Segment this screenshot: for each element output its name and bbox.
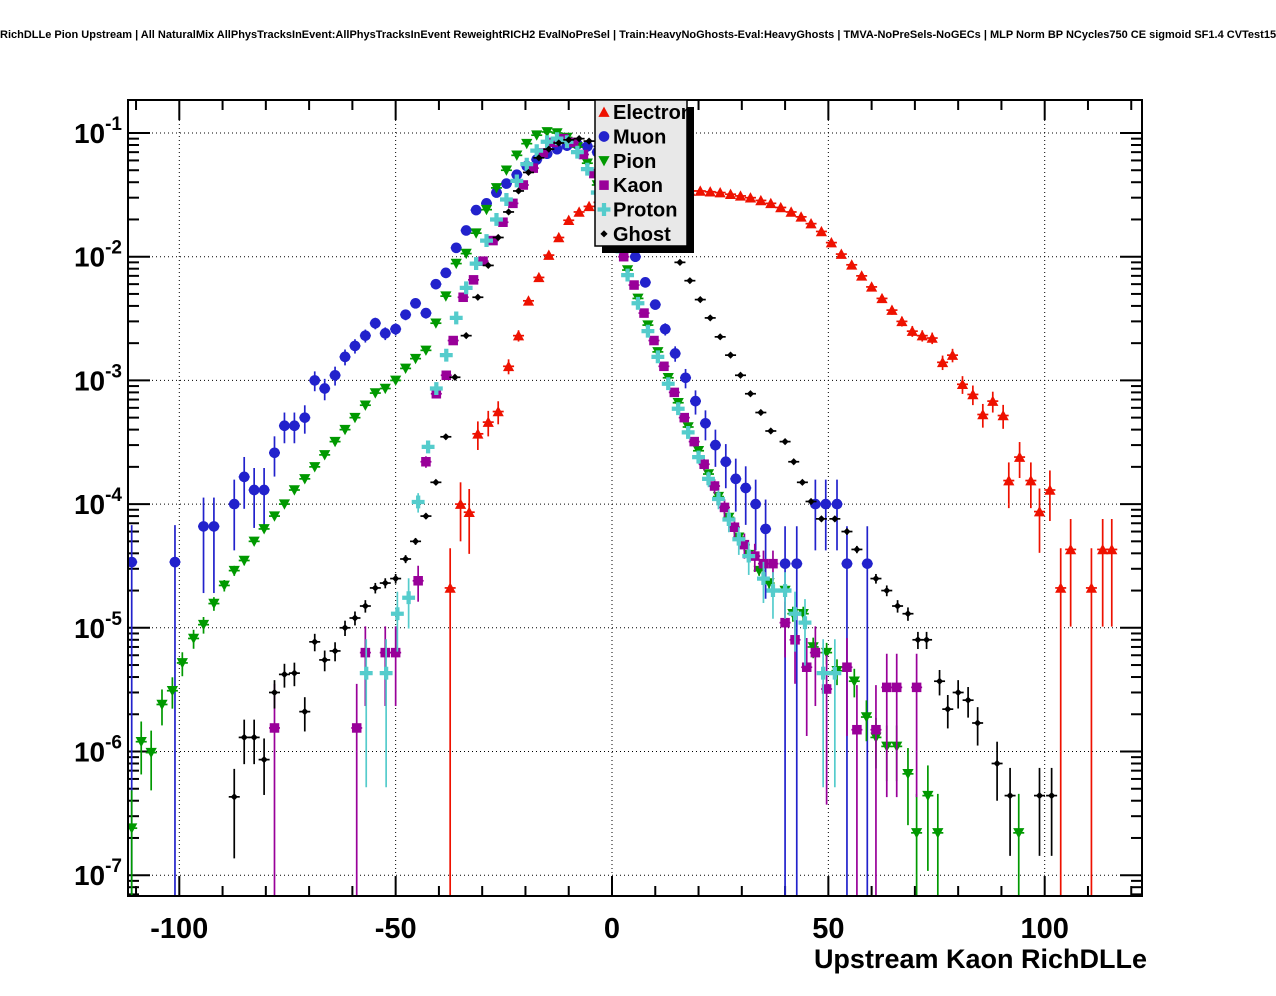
legend-item-kaon: Kaon <box>599 175 663 197</box>
legend-item-pion: Pion <box>598 151 656 173</box>
svg-text:-50: -50 <box>375 913 417 945</box>
svg-text:10-2: 10-2 <box>74 238 122 273</box>
x-axis-tick-labels: -100 -50 0 50 100 <box>150 913 1069 945</box>
series-muon <box>128 139 873 896</box>
svg-text:-100: -100 <box>150 913 208 945</box>
svg-text:10-4: 10-4 <box>74 485 122 520</box>
svg-text:10-6: 10-6 <box>74 733 122 768</box>
legend-label: Pion <box>613 151 656 173</box>
legend-label: Ghost <box>613 224 671 246</box>
legend-item-proton: Proton <box>597 200 677 222</box>
plot-area <box>128 127 1118 896</box>
svg-text:0: 0 <box>604 913 620 945</box>
axis-ticks <box>128 100 1142 896</box>
svg-text:100: 100 <box>1021 913 1069 945</box>
svg-text:10-7: 10-7 <box>74 856 122 891</box>
gridlines <box>128 100 1142 896</box>
legend-item-ghost: Ghost <box>600 224 671 246</box>
svg-text:50: 50 <box>812 913 844 945</box>
series-kaon <box>268 133 923 896</box>
svg-text:10-3: 10-3 <box>74 361 122 396</box>
legend-label: Muon <box>613 127 666 149</box>
x-axis-title: Upstream Kaon RichDLLe <box>814 944 1147 974</box>
svg-text:10-1: 10-1 <box>74 114 122 149</box>
legend-label: Electron <box>613 102 693 124</box>
legend-label: Proton <box>613 200 677 222</box>
plot-title: RichDLLe Pion Upstream | All NaturalMix … <box>0 29 1276 41</box>
legend-label: Kaon <box>613 175 663 197</box>
svg-text:10-5: 10-5 <box>74 609 122 644</box>
legend-item-electron: Electron <box>598 102 693 124</box>
series-pion <box>128 127 1025 896</box>
y-axis-tick-labels: 10-1 10-2 10-3 10-4 10-5 10-6 10-7 <box>74 114 122 891</box>
legend-item-muon: Muon <box>598 127 666 149</box>
series-electron <box>444 185 1118 896</box>
